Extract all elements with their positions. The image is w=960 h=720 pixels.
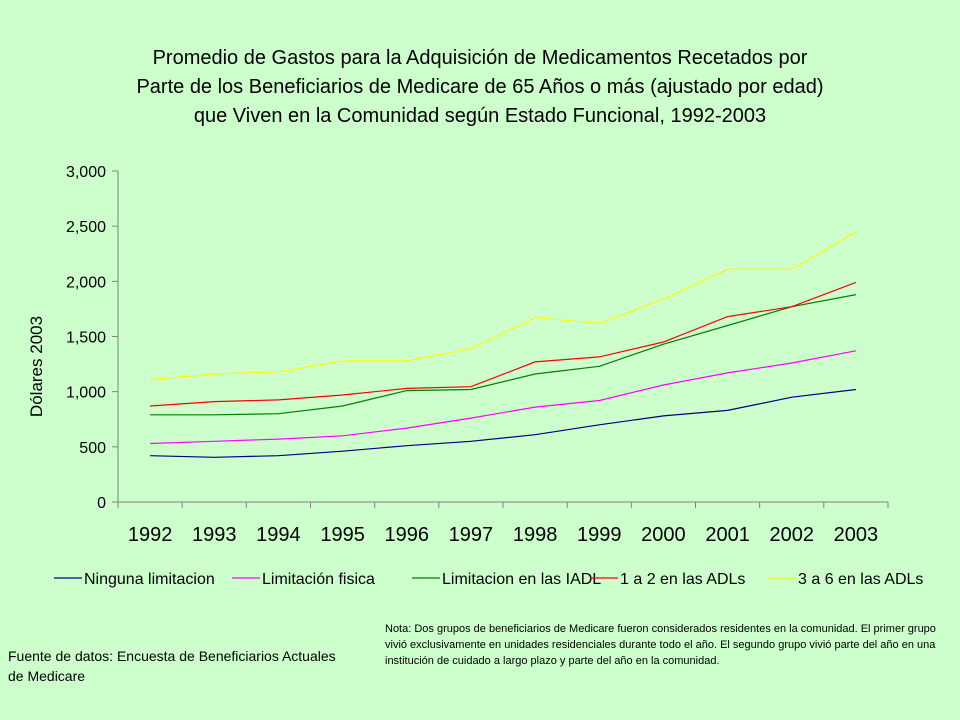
series-line <box>150 388 856 458</box>
footnote: Nota: Dos grupos de beneficiarios de Med… <box>385 623 936 667</box>
x-tick-label: 1993 <box>192 524 237 546</box>
y-tick-label: 2,500 <box>66 219 106 236</box>
x-tick-label: 2003 <box>834 524 879 546</box>
y-axis-label: Dólares 2003 <box>27 316 46 417</box>
y-tick-label: 500 <box>79 440 106 457</box>
series-line <box>150 231 857 381</box>
series-line <box>150 294 857 416</box>
x-tick-label: 1999 <box>577 524 622 546</box>
x-tick-label: 2001 <box>705 524 750 546</box>
y-tick-label: 3,000 <box>66 164 106 181</box>
legend-label: 1 a 2 en las ADLs <box>620 571 745 588</box>
x-tick-label: 2000 <box>641 524 686 546</box>
y-tick-label: 1,500 <box>66 330 106 347</box>
x-tick-label: 1992 <box>128 524 173 546</box>
legend-label: Limitacion en las IADL <box>442 571 601 588</box>
x-tick-label: 2002 <box>770 524 815 546</box>
chart-title: Promedio de Gastos para la Adquisición d… <box>40 44 920 131</box>
x-tick-label: 1997 <box>449 524 494 546</box>
x-tick-label: 1995 <box>320 524 365 546</box>
y-tick-label: 1,000 <box>66 385 106 402</box>
chart-title-line: Promedio de Gastos para la Adquisición d… <box>152 47 808 69</box>
legend-label: 3 a 6 en las ADLs <box>798 571 923 588</box>
x-tick-label: 1998 <box>513 524 558 546</box>
legend-label: Limitación fisica <box>262 571 375 588</box>
legend-label: Ninguna limitacion <box>84 571 215 588</box>
x-tick-label: 1996 <box>385 524 430 546</box>
series-line <box>150 281 857 407</box>
chart-title-line: que Viven en la Comunidad según Estado F… <box>193 105 767 127</box>
chart-title-line: Parte de los Beneficiarios de Medicare d… <box>136 76 824 98</box>
y-tick-label: 0 <box>97 495 106 512</box>
y-tick-label: 2,000 <box>66 274 106 291</box>
x-tick-label: 1994 <box>256 524 301 546</box>
data-source: Fuente de datos: Encuesta de Beneficiari… <box>8 648 336 684</box>
series-line <box>150 350 857 445</box>
